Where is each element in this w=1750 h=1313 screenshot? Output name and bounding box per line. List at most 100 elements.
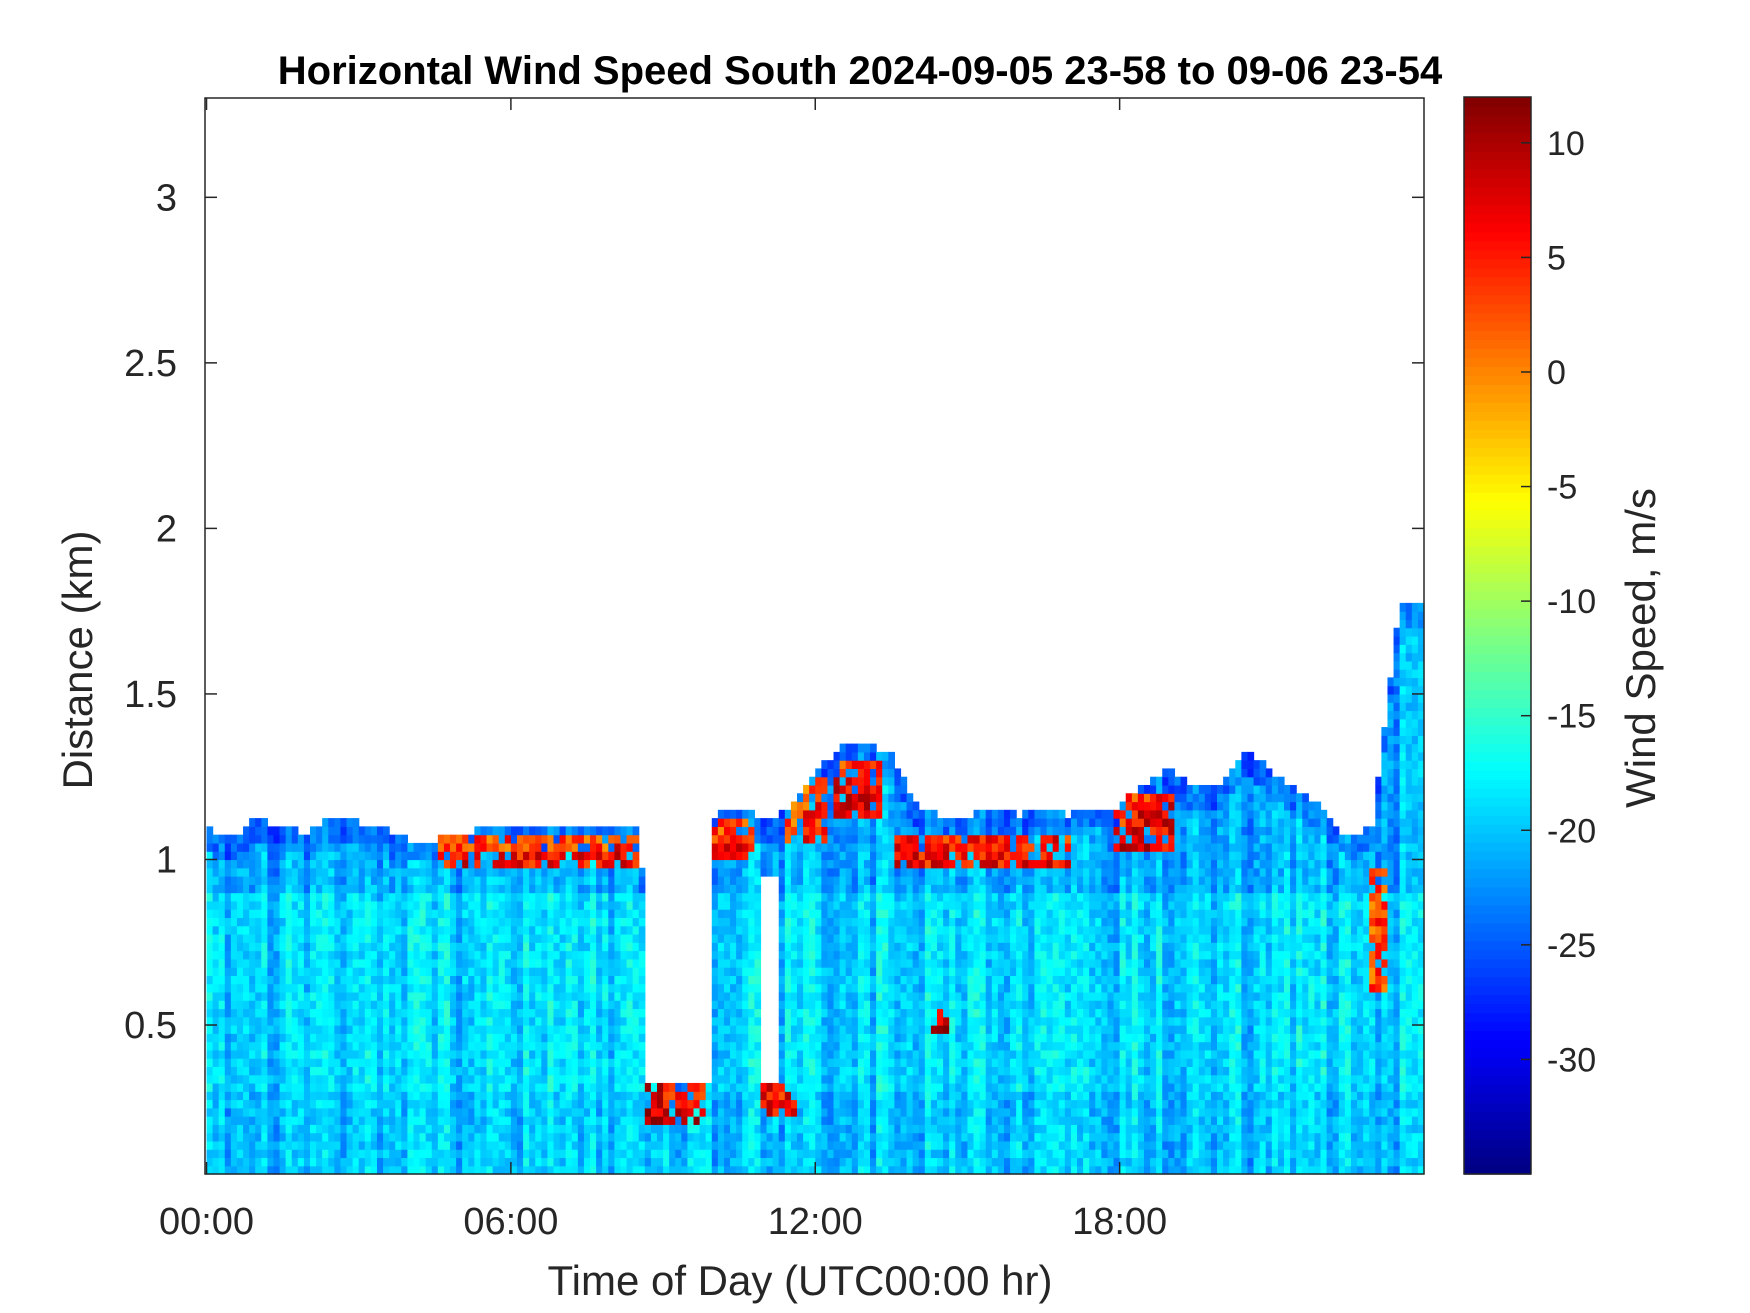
- heatmap-cell: [699, 1132, 707, 1142]
- heatmap-cell: [523, 1082, 530, 1092]
- heatmap-cell: [839, 1082, 847, 1092]
- heatmap-cell: [346, 1058, 354, 1067]
- heatmap-cell: [456, 834, 463, 844]
- heatmap-cell: [407, 1066, 415, 1076]
- heatmap-cell: [443, 958, 451, 968]
- heatmap-cell: [809, 1099, 816, 1109]
- heatmap-cell: [766, 1124, 774, 1134]
- heatmap-cell: [723, 1049, 731, 1059]
- heatmap-cell: [516, 1058, 524, 1067]
- heatmap-cell: [243, 1107, 250, 1117]
- heatmap-cell: [857, 1132, 865, 1142]
- heatmap-cell: [571, 876, 579, 885]
- heatmap-cell: [516, 983, 524, 993]
- heatmap-cell: [876, 1124, 883, 1134]
- heatmap-cell: [243, 1000, 250, 1010]
- heatmap-cell: [383, 925, 390, 935]
- heatmap-cell: [943, 1116, 950, 1125]
- heatmap-cell: [723, 975, 731, 985]
- heatmap-cell: [297, 1165, 305, 1175]
- heatmap-cell: [559, 933, 567, 943]
- heatmap-cell: [206, 900, 214, 910]
- heatmap-cell: [736, 991, 743, 1001]
- heatmap-cell: [614, 950, 622, 960]
- heatmap-cell: [590, 1107, 597, 1117]
- heatmap-cell: [236, 1066, 244, 1076]
- heatmap-cell: [340, 834, 348, 844]
- heatmap-cell: [839, 876, 847, 885]
- heatmap-cell: [218, 983, 226, 993]
- heatmap-cell: [230, 884, 238, 894]
- heatmap-cell: [827, 1049, 835, 1059]
- heatmap-cell: [212, 1091, 220, 1101]
- heatmap-cell: [754, 1082, 762, 1092]
- heatmap-cell: [273, 1016, 281, 1026]
- heatmap-cell: [541, 1074, 549, 1084]
- heatmap-cell: [462, 1149, 469, 1159]
- heatmap-cell: [316, 1033, 323, 1043]
- heatmap-cell: [206, 826, 214, 836]
- heatmap-cell: [486, 1165, 494, 1175]
- heatmap-cell: [790, 1016, 798, 1026]
- heatmap-cell: [267, 1041, 275, 1051]
- heatmap-cell: [955, 834, 962, 844]
- heatmap-cell: [803, 859, 810, 869]
- heatmap-cell: [924, 1066, 932, 1076]
- heatmap-cell: [389, 1157, 396, 1167]
- heatmap-cell: [255, 1124, 262, 1134]
- heatmap-cell: [395, 1033, 402, 1043]
- heatmap-cell: [882, 900, 889, 910]
- heatmap-cell: [839, 776, 847, 786]
- heatmap-cell: [937, 867, 944, 877]
- heatmap-cell: [413, 1058, 421, 1067]
- heatmap-cell: [413, 967, 421, 976]
- heatmap-cell: [376, 1000, 384, 1010]
- heatmap-cell: [297, 859, 305, 869]
- heatmap-cell: [821, 1049, 829, 1059]
- heatmap-cell: [346, 884, 354, 894]
- heatmap-cell: [529, 1149, 536, 1159]
- heatmap-cell: [644, 1107, 652, 1117]
- heatmap-cell: [249, 1099, 256, 1109]
- heatmap-cell: [571, 900, 579, 910]
- heatmap-cell: [815, 1074, 822, 1084]
- heatmap-cell: [754, 1116, 762, 1125]
- heatmap-cell: [480, 876, 488, 885]
- heatmap-cell: [809, 967, 816, 976]
- heatmap-cell: [273, 1049, 281, 1059]
- heatmap-cell: [249, 925, 256, 935]
- heatmap-cell: [809, 1025, 816, 1034]
- heatmap-cell: [328, 1157, 335, 1167]
- heatmap-cell: [924, 834, 932, 844]
- heatmap-cell: [401, 983, 409, 993]
- heatmap-cell: [230, 1107, 238, 1117]
- heatmap-cell: [863, 776, 871, 786]
- heatmap-cell: [218, 975, 226, 985]
- heatmap-cell: [236, 933, 244, 943]
- heatmap-cell: [894, 859, 902, 869]
- heatmap-cell: [723, 1157, 731, 1167]
- heatmap-cell: [876, 892, 883, 902]
- heatmap-cell: [590, 1008, 597, 1018]
- heatmap-cell: [346, 834, 354, 844]
- heatmap-cell: [809, 950, 816, 960]
- heatmap-cell: [468, 1016, 475, 1026]
- heatmap-cell: [638, 975, 646, 985]
- heatmap-cell: [596, 1082, 603, 1092]
- heatmap-cell: [559, 1149, 567, 1159]
- heatmap-cell: [206, 1000, 214, 1010]
- heatmap-cell: [370, 917, 378, 927]
- heatmap-cell: [249, 933, 256, 943]
- heatmap-cell: [541, 1008, 549, 1018]
- heatmap-cell: [389, 1016, 396, 1026]
- heatmap-cell: [876, 1157, 883, 1167]
- heatmap-cell: [480, 1041, 488, 1051]
- heatmap-cell: [626, 1099, 634, 1109]
- heatmap-cell: [358, 1033, 366, 1043]
- heatmap-cell: [395, 1107, 402, 1117]
- heatmap-cell: [504, 1107, 512, 1117]
- heatmap-cell: [255, 1082, 262, 1092]
- heatmap-cell: [602, 1099, 609, 1109]
- heatmap-cell: [711, 1082, 719, 1092]
- heatmap-cell: [577, 1016, 585, 1026]
